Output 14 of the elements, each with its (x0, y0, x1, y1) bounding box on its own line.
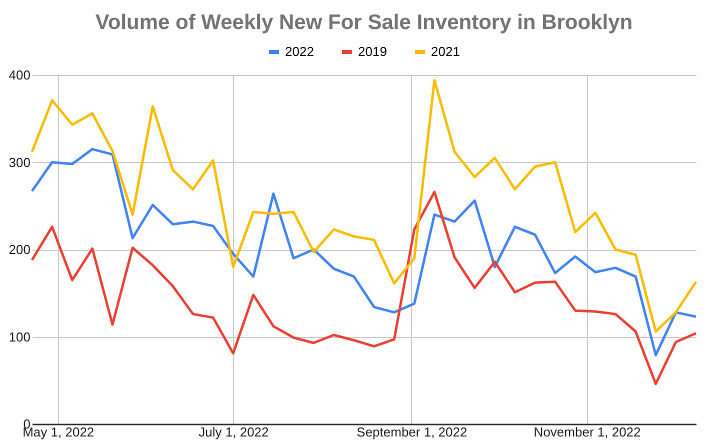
chart-title: Volume of Weekly New For Sale Inventory in Brooklyn (95, 11, 633, 34)
line-series (30, 148, 698, 356)
line-series (30, 190, 698, 386)
x-tick-label: September 1, 2022 (356, 424, 468, 440)
x-tick-label: November 1, 2022 (534, 424, 641, 440)
y-tick-label: 200 (8, 242, 30, 257)
y-tick-label: 300 (8, 154, 30, 170)
legend-label: 2019 (358, 44, 387, 59)
y-tick-label: 400 (8, 68, 30, 82)
x-tick-label: July 1, 2022 (198, 424, 269, 440)
line-series (30, 78, 698, 333)
legend-label: 2022 (285, 44, 314, 59)
y-tick-label: 100 (8, 329, 30, 344)
legend-label: 2021 (431, 44, 460, 59)
